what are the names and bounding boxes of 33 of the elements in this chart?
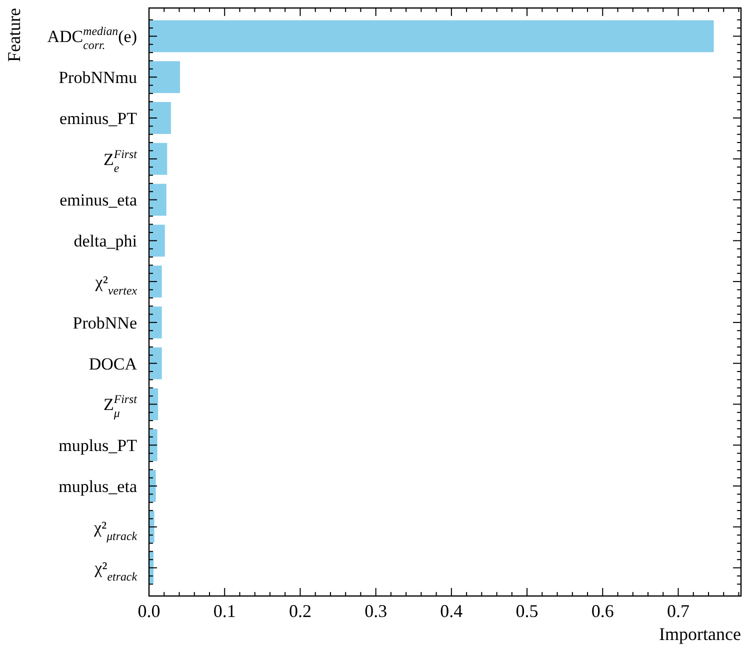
x-tick-label: 0.1	[213, 600, 236, 621]
x-tick-label: 0.7	[666, 600, 690, 621]
x-tick-label: 0.5	[516, 600, 538, 621]
x-tick-label: 0.0	[138, 600, 160, 621]
bar	[149, 20, 714, 52]
y-tick-label: eminus_PT	[60, 108, 138, 128]
y-axis-title: Feature	[4, 8, 24, 62]
bar	[149, 61, 180, 94]
x-tick-label: 0.6	[591, 600, 614, 621]
bar	[149, 429, 158, 462]
x-tick-label: 0.2	[288, 600, 312, 621]
y-tick-label: ProbNNmu	[58, 68, 138, 88]
bar	[149, 102, 171, 134]
y-tick-label: ProbNNe	[72, 313, 137, 332]
y-tick-label: χ²$_{μtrack}$	[92, 518, 138, 543]
bar	[149, 184, 166, 216]
y-tick-label: muplus_eta	[58, 476, 138, 496]
bar	[149, 224, 165, 257]
y-tick-label: χ²$_{etrack}$	[94, 558, 138, 584]
x-tick-label: 0.4	[440, 600, 463, 621]
bar	[149, 266, 162, 298]
bar	[149, 347, 162, 380]
bar	[149, 142, 168, 175]
y-tick-label: ADC$^{median}$$_{corr.}$(e)	[47, 24, 137, 52]
x-tick-label: 0.3	[364, 600, 388, 621]
y-tick-label: DOCA	[88, 354, 138, 374]
y-tick-label: muplus_PT	[58, 436, 138, 456]
bar	[149, 470, 156, 502]
y-tick-label: eminus_eta	[60, 190, 138, 210]
x-axis-title: Importance	[659, 624, 741, 644]
y-tick-label: χ²$_{vertex}$	[94, 272, 138, 298]
y-tick-label: delta_phi	[74, 232, 138, 251]
bar	[149, 306, 162, 338]
